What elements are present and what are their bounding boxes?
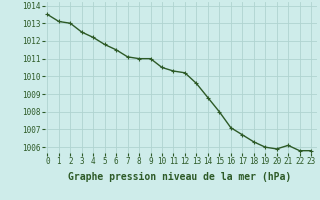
X-axis label: Graphe pression niveau de la mer (hPa): Graphe pression niveau de la mer (hPa) <box>68 172 291 182</box>
